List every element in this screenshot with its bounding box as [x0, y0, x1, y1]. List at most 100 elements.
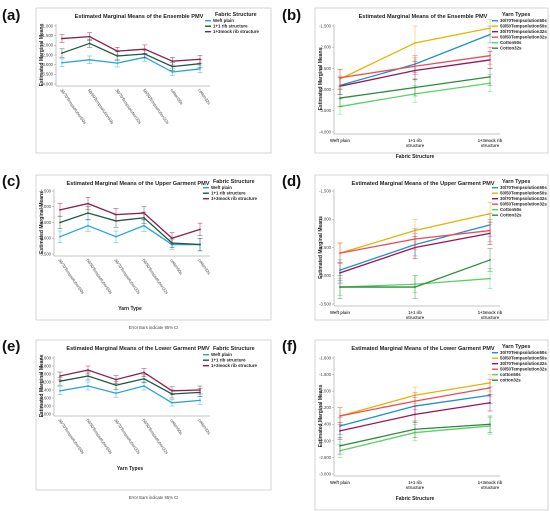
data-point: [199, 243, 201, 246]
data-point: [339, 76, 341, 79]
data-point: [87, 224, 89, 227]
panel-label: (c): [2, 173, 20, 190]
data-point: [199, 58, 201, 61]
x-axis-label: Yarn Types: [117, 466, 144, 472]
data-point: [59, 235, 61, 238]
y-tick-label: -1.800: [39, 363, 52, 368]
legend-entry: 50/50Tempsolution50s: [500, 24, 547, 29]
y-axis-label: Estimated Marginal Means: [318, 384, 324, 447]
legend-entry: 1+3mock rib structure: [213, 29, 260, 34]
y-tick-label: -3.500: [319, 301, 332, 306]
y-tick-label: -2.000: [319, 217, 332, 222]
y-axis-label: Estimated Marginal Means: [318, 216, 324, 279]
y-tick-label: -3.500: [39, 251, 52, 256]
legend-entry: 50/50Tempsolution32s: [500, 367, 547, 372]
series-line: [59, 212, 201, 246]
data-point: [199, 228, 201, 231]
x-tick-label-line: 1+1 rib: [408, 138, 422, 143]
data-point: [489, 259, 491, 261]
y-tick-label: -3.000: [319, 273, 332, 278]
y-tick-label: -1.600: [319, 355, 332, 360]
data-point: [171, 401, 173, 404]
data-point: [115, 213, 117, 216]
x-tick-label-line: 1+3mock rib: [478, 138, 503, 143]
x-tick-label-line: structure: [481, 315, 500, 320]
x-tick-label: Weft plain: [330, 480, 350, 485]
panel-label: (e): [2, 338, 20, 355]
series-6: [337, 415, 493, 455]
y-tick-label: -1.000: [41, 23, 54, 28]
series-line: [61, 56, 201, 73]
x-tick-label-line: 1+1 rib: [408, 480, 422, 485]
y-tick-label: -2.200: [319, 405, 332, 410]
data-point: [116, 55, 119, 57]
y-tick-label: -2.000: [39, 204, 52, 209]
x-tick-label: 1+1 rib structure: [406, 138, 425, 148]
legend-entry: Cotton32s: [500, 213, 522, 218]
chart-panel-1: (a) Estimated Marginal Means of the Ensem…: [2, 7, 272, 154]
data-point: [59, 221, 61, 224]
legend-entry: 30/70Tempsolution50s: [500, 18, 547, 23]
data-point: [61, 61, 63, 64]
y-tick-label: -2.500: [39, 220, 52, 225]
series-3: [59, 32, 203, 66]
legend-entry: 30/70Tempsolution50s: [500, 185, 547, 190]
panel-label: (f): [282, 338, 297, 355]
data-point: [143, 371, 145, 374]
x-tick-label-line: structure: [481, 485, 500, 490]
series-1: [59, 53, 203, 76]
data-point: [489, 401, 491, 404]
data-point: [489, 75, 491, 78]
data-point: [489, 54, 491, 57]
data-point: [171, 60, 174, 63]
data-point: [199, 389, 201, 391]
x-tick-label: Weft plain: [330, 310, 350, 315]
chart-title: Estimated Marginal Means of the Ensemble…: [359, 14, 488, 20]
legend-title: Yarn Types: [502, 12, 530, 18]
x-tick-label: 1+3mock rib structure: [478, 138, 503, 148]
y-tick-label: -2.500: [319, 66, 332, 71]
data-point: [171, 65, 174, 68]
x-tick-label-line: 1+3mock rib: [478, 480, 503, 485]
chart-panel-5: (e) Estimated Marginal Means of the Lower…: [2, 338, 272, 500]
legend-entry: cotton50s: [500, 372, 521, 377]
panel-label: (b): [282, 7, 301, 24]
legend-entry: 1+3mock rib structure: [211, 363, 258, 368]
data-point: [115, 378, 117, 381]
series-line: [59, 202, 201, 239]
legend: Yarn Types30/70Tempsolution50s50/50Temps…: [492, 179, 547, 218]
legend-title: Fabric Structure: [213, 179, 255, 185]
y-axis-label: Estimated Marginal Means: [39, 191, 45, 254]
series-2: [57, 371, 203, 399]
x-tick-label: 1+1 rib structure: [406, 310, 425, 320]
chart-title: Estimated Marginal Means of the Upper Ga…: [352, 181, 495, 187]
y-tick-label: -3.500: [41, 72, 54, 77]
series-line: [59, 369, 201, 392]
y-tick-label: -2.800: [39, 403, 52, 408]
series-4: [337, 46, 493, 87]
series-line: [59, 375, 201, 395]
y-tick-label: -1.500: [41, 33, 54, 38]
data-point: [87, 385, 89, 387]
chart-panel-4: (d) Estimated Marginal Means of the Upper…: [282, 173, 549, 321]
legend-entry: Weft plain: [211, 185, 232, 190]
legend-entry: 1+1 rib structure: [211, 191, 246, 196]
legend-entry: 50/50Tempsolution50s: [500, 191, 547, 196]
data-point: [171, 389, 173, 392]
series-3: [57, 197, 203, 245]
data-point: [489, 27, 491, 30]
x-tick-label: 1+1 rib structure: [406, 480, 425, 490]
chart-panel-2: (b) Estimated Marginal Means of the Ensem…: [282, 7, 549, 160]
data-point: [59, 389, 61, 392]
series-2: [59, 39, 203, 71]
data-point: [171, 71, 174, 73]
legend-entry: cotton32s: [500, 378, 521, 383]
x-tick-label: Weft plain: [330, 138, 350, 143]
data-point: [88, 58, 91, 61]
y-tick-label: -4.000: [319, 129, 332, 134]
y-tick-label: -2.800: [319, 455, 332, 460]
data-point: [59, 380, 61, 383]
legend-entry: Weft plain: [211, 352, 232, 357]
